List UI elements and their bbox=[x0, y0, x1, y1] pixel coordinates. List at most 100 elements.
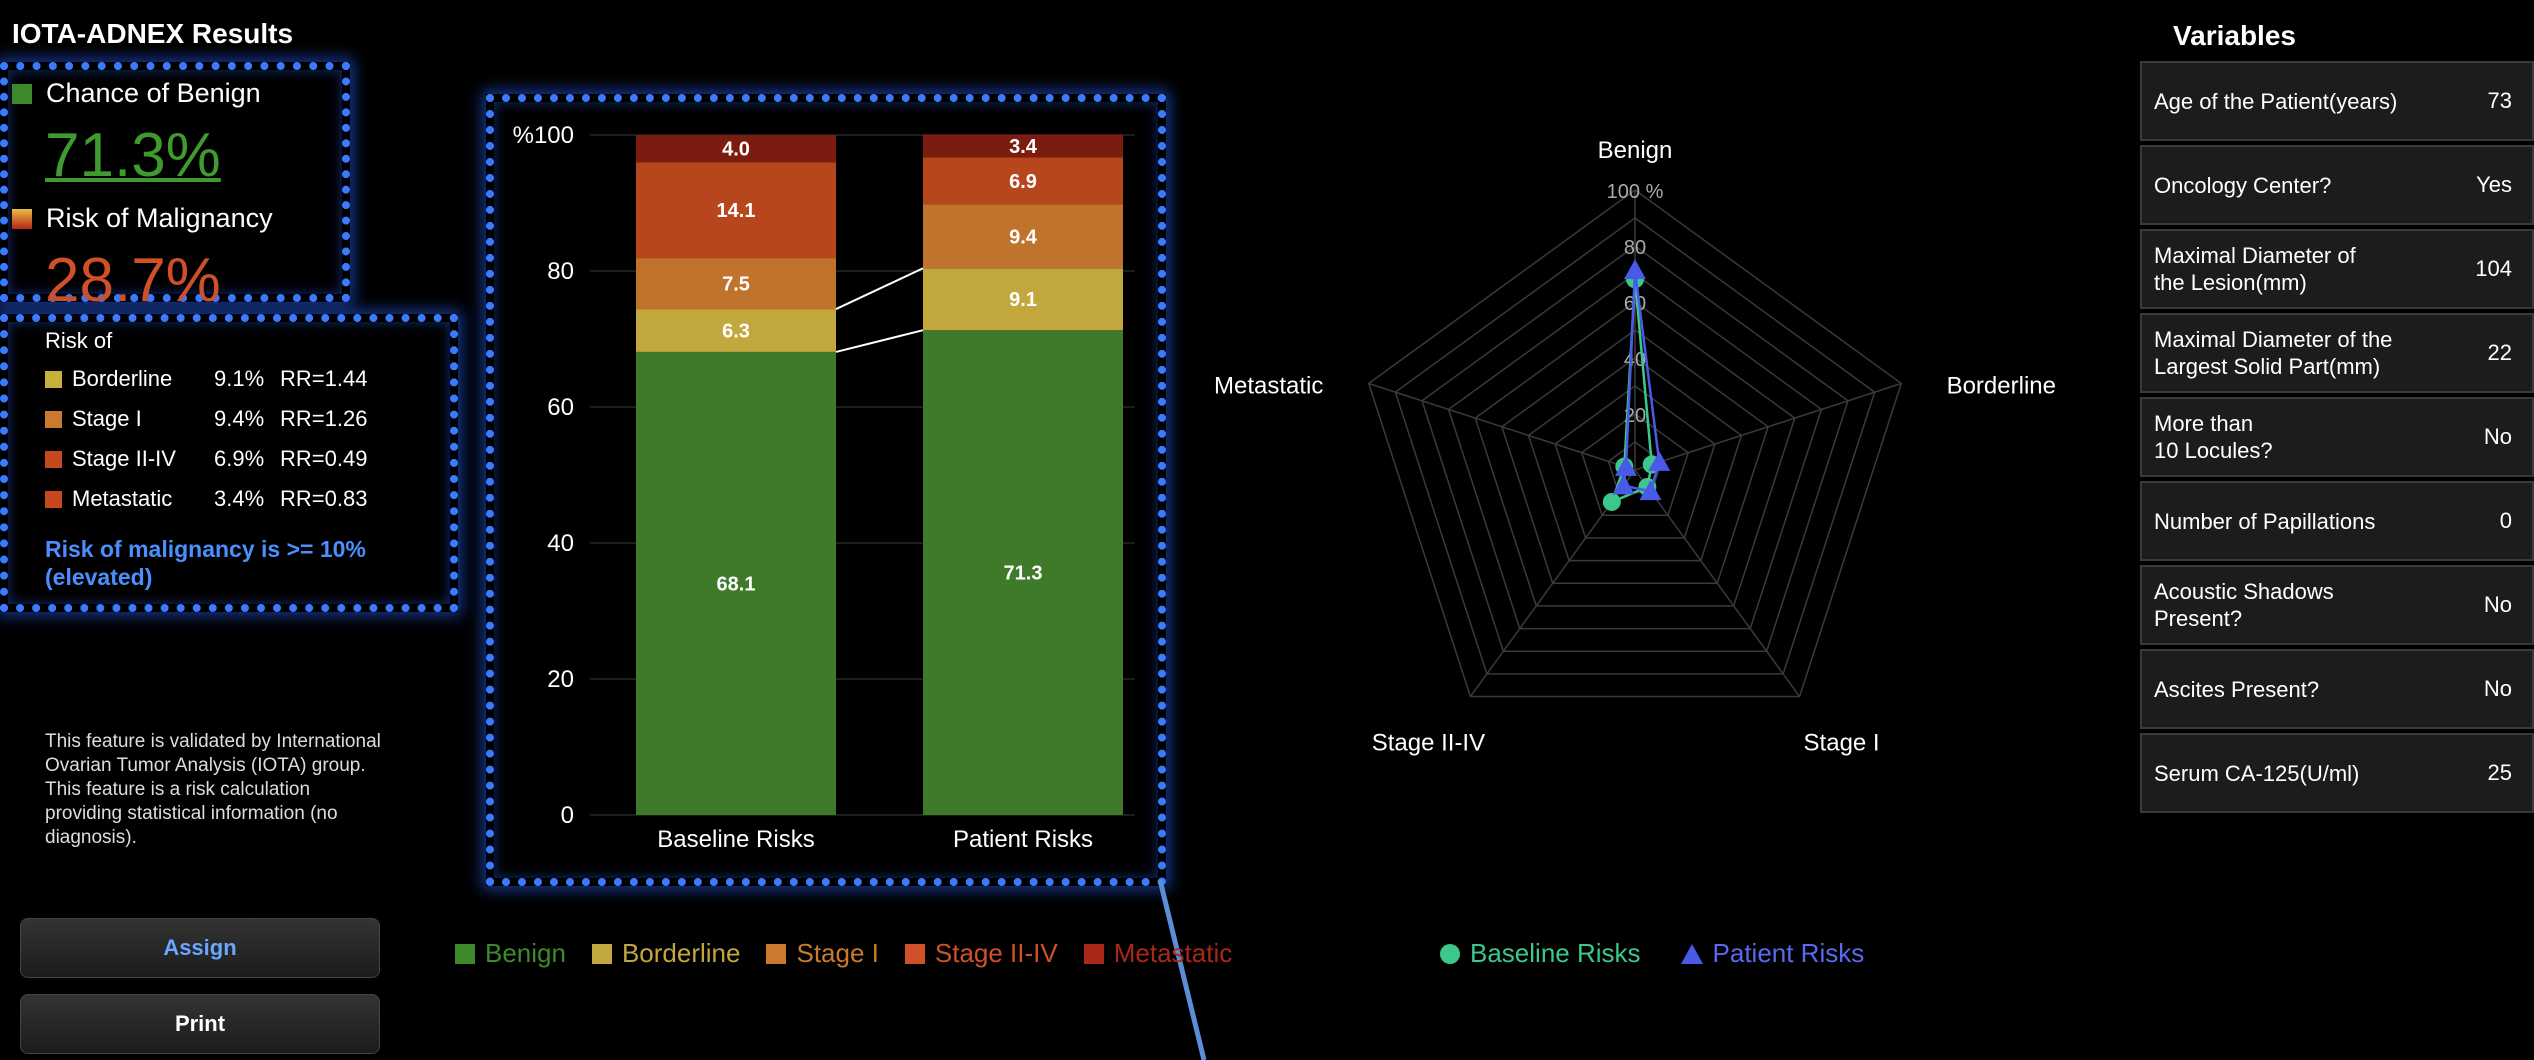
bar-segment-metastatic[interactable] bbox=[923, 134, 1123, 158]
legend-label: Stage II-IV bbox=[934, 938, 1058, 968]
malignancy-gradient-swatch-icon bbox=[12, 208, 32, 229]
legend-item-metastatic[interactable]: Metastatic bbox=[1083, 938, 1233, 969]
bar-segment-metastatic[interactable] bbox=[636, 135, 836, 163]
metastatic-swatch-icon bbox=[45, 490, 62, 508]
legend-label: Benign bbox=[485, 938, 566, 968]
risk-name: Stage II-IV bbox=[72, 446, 176, 471]
triangle-icon bbox=[1680, 943, 1703, 964]
variable-value: No bbox=[2483, 592, 2512, 617]
variable-row-acoustic-shadows[interactable]: Acoustic Shadows Present? No bbox=[2140, 565, 2534, 645]
benign-value[interactable]: 71.3% bbox=[45, 121, 221, 190]
bar-data-label: 71.3 bbox=[1004, 563, 1043, 585]
bar-segment-stage-i[interactable] bbox=[636, 258, 836, 310]
risk-percent: 3.4% bbox=[214, 486, 265, 511]
variables-title: Variables bbox=[2173, 20, 2296, 51]
y-tick-label: 0 bbox=[561, 802, 574, 829]
assign-button[interactable]: Assign bbox=[20, 918, 380, 978]
variable-value: 104 bbox=[2475, 256, 2512, 281]
bar-data-label: 9.1 bbox=[1009, 289, 1037, 311]
variable-label: Maximal Diameter of the Largest Solid Pa… bbox=[2154, 327, 2393, 379]
benign-label: Chance of Benign bbox=[46, 78, 261, 108]
legend-item-stage-ii-iv[interactable]: Stage II-IV bbox=[904, 938, 1058, 969]
bar-segment-stage-i[interactable] bbox=[923, 204, 1123, 269]
print-button[interactable]: Print bbox=[20, 994, 380, 1054]
bar-data-label: 7.5 bbox=[722, 274, 750, 296]
bar-chart-legend: Benign Borderline Stage I Stage II-IV Me… bbox=[455, 938, 1258, 969]
y-tick-label: %100 bbox=[513, 122, 574, 149]
variable-value: Yes bbox=[2476, 172, 2512, 197]
legend-item-baseline-risks[interactable]: Baseline Risks bbox=[1440, 938, 1641, 969]
risk-percent: 9.4% bbox=[214, 406, 265, 431]
radar-chart-legend: Baseline Risks Patient Risks bbox=[1440, 938, 1890, 969]
app-title: IOTA-ADNEX Results bbox=[12, 18, 294, 49]
legend-item-patient-risks[interactable]: Patient Risks bbox=[1680, 938, 1865, 969]
benign-legend: Chance of Benign bbox=[12, 78, 261, 109]
x-tick-label: Patient Risks bbox=[953, 826, 1093, 853]
variable-row-oncology-center[interactable]: Oncology Center? Yes bbox=[2140, 145, 2534, 225]
y-tick-label: 80 bbox=[547, 258, 574, 285]
x-tick-label: Baseline Risks bbox=[657, 826, 814, 853]
legend-item-stage-i[interactable]: Stage I bbox=[766, 938, 879, 969]
circle-icon bbox=[1440, 943, 1460, 964]
malignancy-legend: Risk of Malignancy bbox=[12, 203, 273, 234]
benign-legend-swatch-icon bbox=[455, 943, 475, 964]
y-tick-label: 60 bbox=[547, 394, 574, 421]
stage-ii-iv-legend-swatch-icon bbox=[904, 943, 925, 964]
risk-row-stage-ii-iv: Stage II-IV 6.9% RR=0.49 bbox=[45, 445, 367, 473]
benign-swatch-icon bbox=[12, 83, 32, 104]
risk-of-heading: Risk of bbox=[45, 328, 113, 353]
variable-value: 22 bbox=[2487, 340, 2512, 365]
risk-rr: RR=0.49 bbox=[280, 446, 368, 471]
variable-label: Number of Papillations bbox=[2154, 508, 2376, 534]
summary-selection-box bbox=[0, 62, 350, 302]
risk-percent: 6.9% bbox=[214, 446, 265, 471]
connector-line bbox=[835, 267, 924, 310]
risk-row-borderline: Borderline 9.1% RR=1.44 bbox=[45, 365, 367, 393]
risk-percent: 9.1% bbox=[214, 366, 265, 391]
bar-segment-borderline[interactable] bbox=[636, 309, 836, 352]
legend-label: Stage I bbox=[796, 938, 879, 968]
variable-row-max-diameter-solid[interactable]: Maximal Diameter of the Largest Solid Pa… bbox=[2140, 313, 2534, 393]
risk-name: Borderline bbox=[72, 366, 173, 391]
variable-label: More than 10 Locules? bbox=[2154, 411, 2273, 463]
bar-segment-stage-ii-iv[interactable] bbox=[636, 162, 836, 259]
variable-value: 73 bbox=[2487, 88, 2512, 113]
legend-label: Baseline Risks bbox=[1470, 938, 1641, 968]
y-tick-label: 20 bbox=[547, 666, 574, 693]
legend-item-borderline[interactable]: Borderline bbox=[591, 938, 740, 969]
variable-row-age[interactable]: Age of the Patient(years) 73 bbox=[2140, 61, 2534, 141]
malignancy-value: 28.7% bbox=[45, 246, 221, 315]
legend-label: Patient Risks bbox=[1712, 938, 1865, 968]
bar-data-label: 6.3 bbox=[722, 321, 750, 343]
variable-row-ascites[interactable]: Ascites Present? No bbox=[2140, 649, 2534, 729]
risk-name: Metastatic bbox=[72, 486, 173, 511]
borderline-swatch-icon bbox=[45, 370, 62, 388]
bar-chart-selection-box bbox=[486, 94, 1166, 886]
variable-row-max-diameter-lesion[interactable]: Maximal Diameter of the Lesion(mm) 104 bbox=[2140, 229, 2534, 309]
legend-label: Metastatic bbox=[1113, 938, 1233, 968]
bar-segment-borderline[interactable] bbox=[923, 268, 1123, 331]
variable-value: 0 bbox=[2499, 508, 2512, 533]
stage-i-swatch-icon bbox=[45, 410, 62, 428]
borderline-legend-swatch-icon bbox=[591, 943, 612, 964]
bar-segment-benign[interactable] bbox=[923, 330, 1123, 815]
variable-label: Acoustic Shadows Present? bbox=[2154, 579, 2334, 631]
bar-data-label: 14.1 bbox=[717, 200, 756, 222]
legend-item-benign[interactable]: Benign bbox=[455, 938, 566, 969]
bar-data-label: 6.9 bbox=[1009, 171, 1037, 193]
variable-row-papillations[interactable]: Number of Papillations 0 bbox=[2140, 481, 2534, 561]
risk-row-stage-i: Stage I 9.4% RR=1.26 bbox=[45, 405, 367, 433]
variable-row-locules[interactable]: More than 10 Locules? No bbox=[2140, 397, 2534, 477]
y-tick-label: 40 bbox=[547, 530, 574, 557]
variable-label: Maximal Diameter of the Lesion(mm) bbox=[2154, 243, 2356, 295]
risk-rr: RR=0.83 bbox=[280, 486, 368, 511]
bar-segment-stage-ii-iv[interactable] bbox=[923, 157, 1123, 205]
risk-of-selection-box bbox=[0, 314, 458, 612]
leader-line bbox=[1157, 879, 1207, 1060]
risk-rr: RR=1.26 bbox=[280, 406, 368, 431]
variable-row-ca125[interactable]: Serum CA-125(U/ml) 25 bbox=[2140, 733, 2534, 813]
risk-note: Risk of malignancy is >= 10% (elevated) bbox=[45, 536, 366, 590]
bar-segment-benign[interactable] bbox=[636, 351, 836, 815]
bar-data-label: 68.1 bbox=[717, 573, 756, 595]
variable-label: Oncology Center? bbox=[2154, 172, 2332, 198]
